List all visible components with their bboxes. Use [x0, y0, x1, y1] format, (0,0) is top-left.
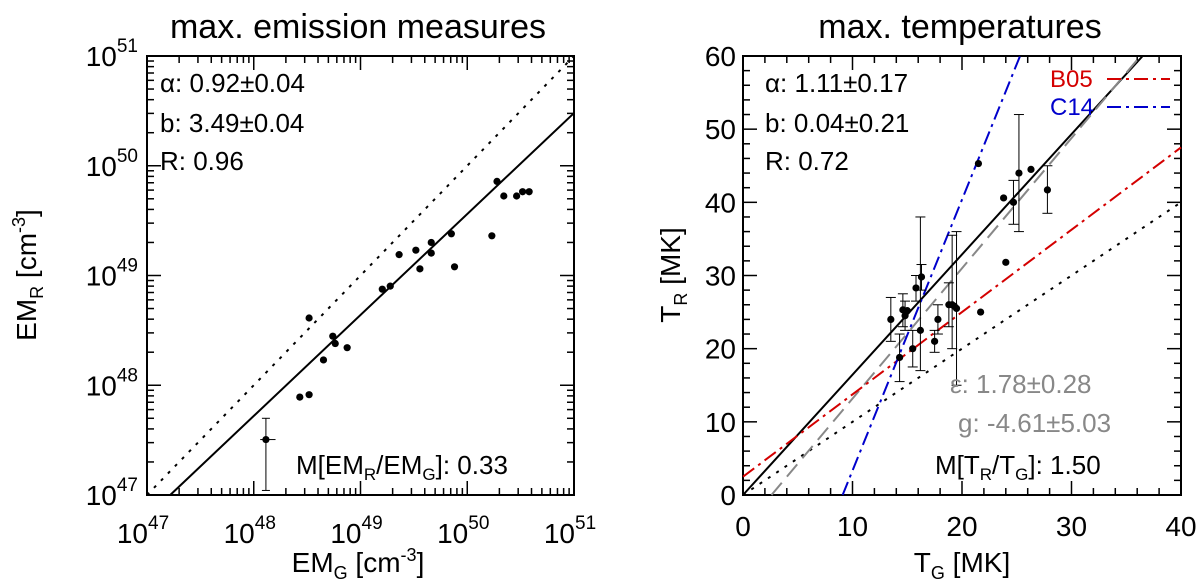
- right-ticks: [742, 55, 1182, 496]
- left-data-point: [488, 232, 496, 240]
- left-x-tick-label: 1047: [117, 513, 169, 549]
- legend-c14-label: C14: [1050, 94, 1094, 121]
- left-line-one-to-one: [146, 55, 575, 496]
- left-data-point: [305, 314, 313, 322]
- emission-measures-panel: max. emission measures 1047 1048 1049 1050 1…: [9, 8, 596, 583]
- left-y-axis-label: EMR [cm-3]: [9, 209, 47, 341]
- right-data-point: [903, 307, 911, 315]
- left-lines: [146, 55, 575, 496]
- right-x-tick-label: 30: [1056, 511, 1087, 542]
- left-data-point: [412, 246, 420, 254]
- right-x-tick-labels: 0 10 20 30 40: [735, 511, 1196, 542]
- left-data-point: [447, 230, 455, 238]
- right-data-point: [887, 315, 895, 323]
- right-b-annotation: b: 0.04±0.21: [765, 108, 909, 138]
- right-g-annotation: g: -4.61±5.03: [958, 408, 1111, 438]
- left-x-tick-label: 1048: [224, 513, 276, 549]
- right-y-tick-label: 0: [720, 480, 736, 511]
- right-median-annotation: M[TR/TG]: 1.50: [935, 450, 1101, 484]
- left-x-tick-label: 1049: [330, 513, 382, 549]
- left-r-annotation: R: 0.96: [160, 146, 244, 176]
- left-data-point: [296, 393, 304, 401]
- left-data-point: [427, 249, 435, 257]
- left-data-point: [493, 177, 501, 186]
- right-data-point: [916, 326, 924, 334]
- left-ticks: [146, 55, 575, 496]
- left-data-point: [331, 339, 339, 348]
- right-x-axis-label: TG [MK]: [914, 547, 1010, 583]
- left-data-point: [427, 238, 435, 247]
- left-x-tick-label: 1050: [437, 513, 489, 549]
- right-y-tick-label: 40: [705, 187, 736, 218]
- right-data-point: [931, 337, 939, 345]
- left-y-tick-label: 1047: [86, 475, 138, 511]
- right-alpha-annotation: α: 1.11±0.17: [765, 68, 908, 98]
- left-data-point: [343, 344, 351, 352]
- left-points: [260, 177, 533, 491]
- right-y-tick-label: 30: [705, 261, 736, 292]
- right-x-tick-label: 10: [837, 511, 868, 542]
- left-title: max. emission measures: [170, 8, 546, 46]
- left-data-point: [519, 188, 527, 196]
- right-x-tick-label: 40: [1165, 511, 1196, 542]
- left-y-tick-label: 1049: [86, 256, 138, 292]
- left-data-point: [525, 188, 533, 196]
- left-data-point: [329, 332, 337, 340]
- left-data-point: [500, 192, 508, 200]
- left-data-point: [416, 265, 424, 273]
- right-lines: [742, 55, 1182, 496]
- left-line-fit: [169, 112, 575, 496]
- right-y-tick-label: 60: [705, 41, 736, 72]
- right-y-tick-label: 50: [705, 114, 736, 145]
- right-data-point: [1043, 186, 1052, 194]
- left-median-annotation: M[EMR/EMG]: 0.33: [296, 450, 508, 484]
- right-line-C14: [841, 55, 1021, 496]
- right-y-tick-labels: 0 10 20 30 40 50 60: [705, 41, 736, 511]
- right-x-tick-label: 20: [946, 511, 977, 542]
- right-y-axis-label: TR [MK]: [655, 227, 691, 322]
- right-data-point: [977, 308, 985, 316]
- right-data-point: [1000, 194, 1008, 202]
- left-data-point: [395, 251, 403, 259]
- right-x-tick-label: 0: [735, 511, 751, 542]
- left-data-point: [513, 192, 521, 200]
- right-data-point: [895, 353, 904, 362]
- right-line-fit: [742, 55, 1144, 496]
- right-legend: B05 C14: [1050, 66, 1170, 121]
- right-line-B05: [742, 146, 1182, 478]
- left-x-axis-label: EMG [cm-3]: [292, 545, 425, 583]
- left-y-tick-label: 1048: [86, 365, 138, 401]
- left-y-tick-label: 1051: [86, 36, 138, 72]
- right-data-point: [952, 304, 961, 313]
- left-data-point: [386, 282, 394, 290]
- temperatures-panel: max. temperatures 0 10 20 30 40 0 10 20 30 40 50 6…: [655, 8, 1197, 583]
- right-data-point: [1015, 169, 1023, 177]
- right-data-point: [974, 159, 983, 168]
- legend-b05-label: B05: [1050, 66, 1093, 93]
- left-b-annotation: b: 3.49±0.04: [160, 108, 304, 138]
- right-eps-annotation: ε: 1.78±0.28: [950, 369, 1092, 399]
- right-data-point: [909, 345, 917, 353]
- right-data-point: [1002, 258, 1010, 266]
- left-data-point: [450, 263, 459, 271]
- left-y-tick-label: 1050: [86, 146, 138, 182]
- right-y-tick-label: 20: [705, 334, 736, 365]
- right-r-annotation: R: 0.72: [765, 146, 849, 176]
- left-alpha-annotation: α: 0.92±0.04: [160, 68, 305, 98]
- right-data-point: [917, 273, 926, 281]
- right-y-tick-label: 10: [705, 407, 736, 438]
- left-data-point: [305, 391, 313, 399]
- right-data-point: [934, 315, 942, 323]
- left-x-tick-labels: 1047 1048 1049 1050 1051: [117, 513, 596, 549]
- left-data-point: [319, 356, 328, 364]
- right-title: max. temperatures: [818, 8, 1101, 46]
- left-y-tick-labels: 1047 1048 1049 1050 1051: [86, 36, 138, 511]
- right-data-point: [1009, 198, 1018, 206]
- left-x-tick-label: 1051: [544, 513, 596, 549]
- right-data-point: [1027, 165, 1035, 174]
- right-points: [885, 114, 1053, 386]
- left-data-point: [378, 285, 386, 293]
- left-data-point: [262, 435, 270, 444]
